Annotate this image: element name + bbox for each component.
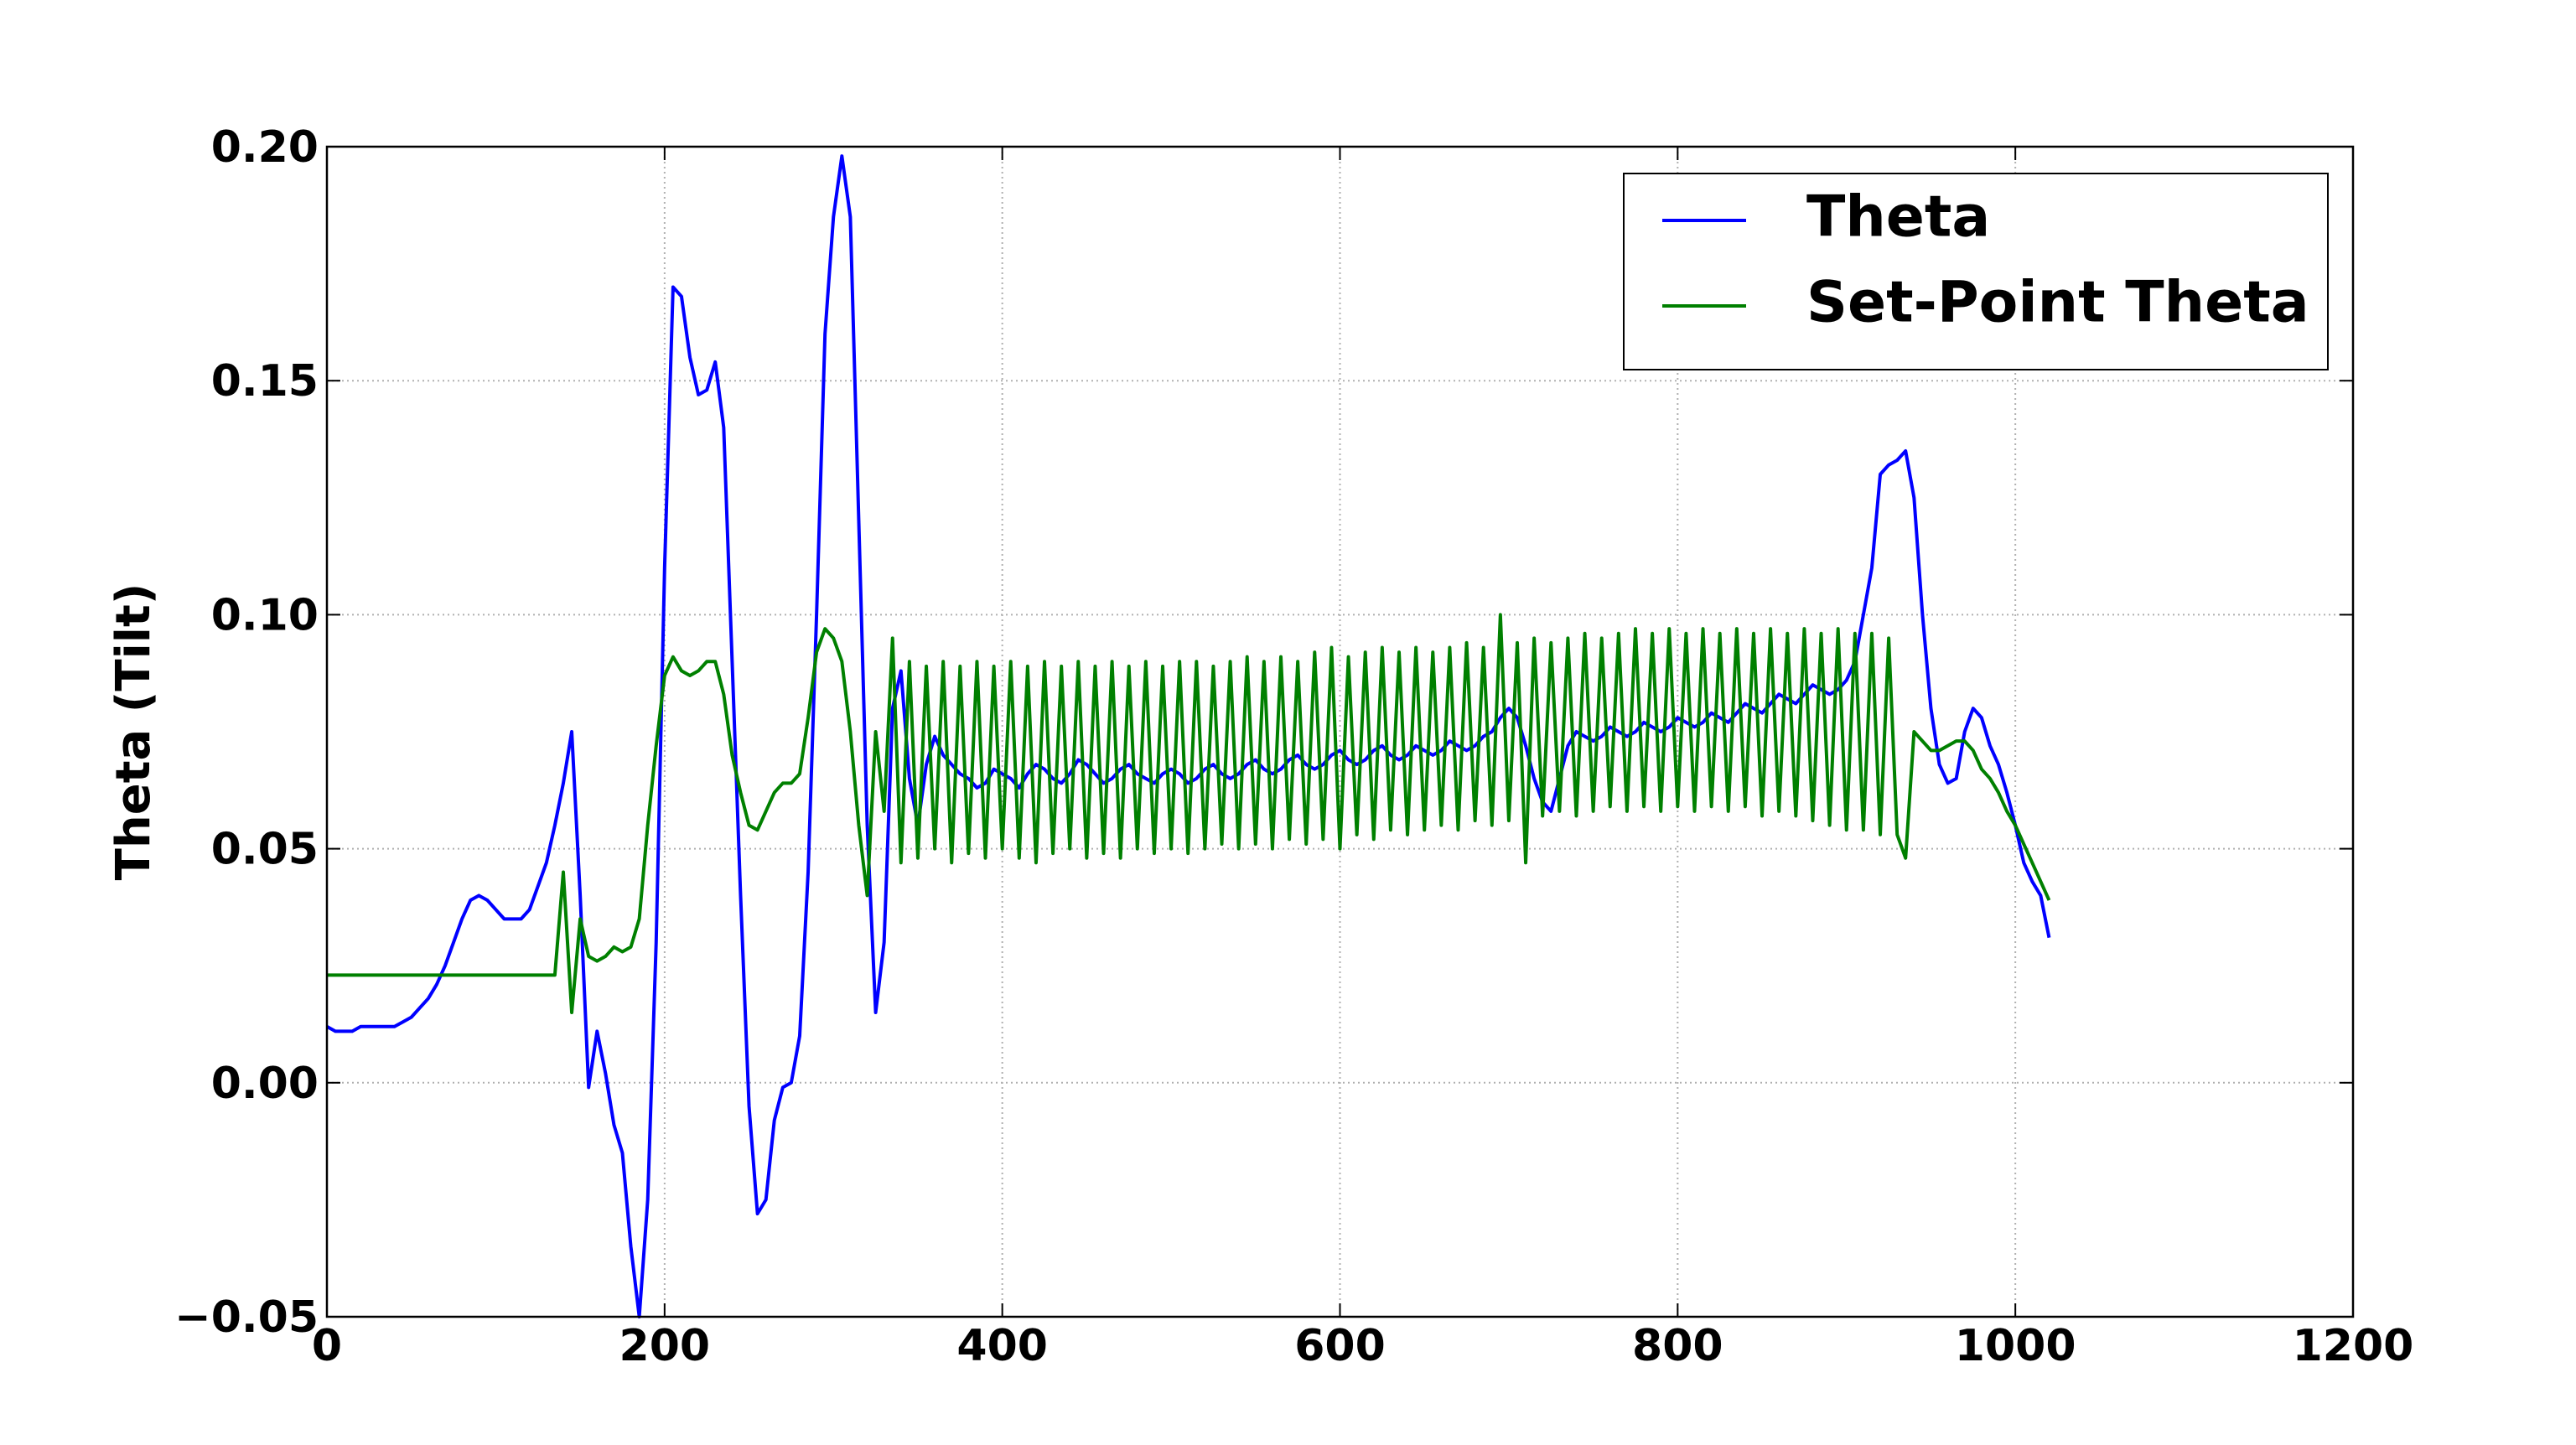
- y-tick-label: 0.00: [211, 1059, 319, 1109]
- legend-box: [1623, 173, 2329, 370]
- x-tick-label: 1200: [2293, 1321, 2414, 1371]
- legend-label: Theta: [1806, 184, 1990, 251]
- x-tick-label: 200: [619, 1321, 711, 1371]
- y-tick-label: 0.10: [211, 590, 319, 640]
- y-tick-label: 0.20: [211, 122, 319, 173]
- plot-lines: [326, 154, 2051, 1318]
- legend: Theta Set-Point Theta: [1623, 173, 2329, 370]
- y-tick-label: 0.05: [211, 825, 319, 875]
- x-tick-label: 800: [1632, 1321, 1723, 1371]
- ticks: −0.05 0.00 0.05 0.10 0.15 0.20 0 200 400 600 800 10…: [174, 122, 2413, 1371]
- y-tick-label: −0.05: [174, 1292, 319, 1343]
- series-line: [326, 154, 2051, 1318]
- x-tick-label: 400: [956, 1321, 1048, 1371]
- x-tick-label: 1000: [1955, 1321, 2076, 1371]
- x-tick-label: 0: [312, 1321, 342, 1371]
- series-line: [327, 613, 2051, 1015]
- x-tick-label: 600: [1294, 1321, 1386, 1371]
- legend-label: Set-Point Theta: [1806, 270, 2309, 336]
- y-tick-label: 0.15: [211, 356, 319, 407]
- y-axis-label: Theta (Tilt): [106, 583, 161, 881]
